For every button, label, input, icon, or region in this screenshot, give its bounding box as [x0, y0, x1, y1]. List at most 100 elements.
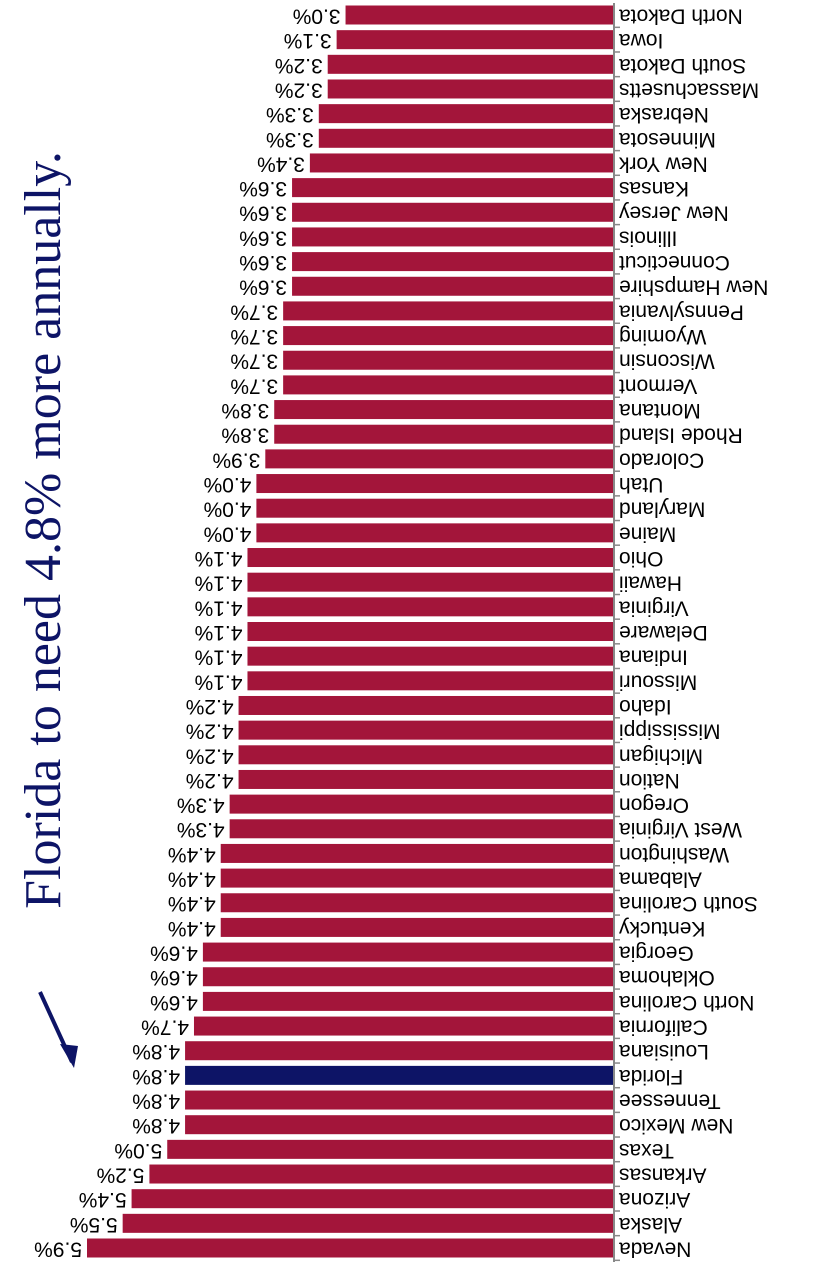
category-label: Nebraska [619, 103, 709, 126]
category-label: Oklahoma [619, 966, 715, 989]
value-label: 4.1% [195, 572, 243, 595]
bar [283, 326, 613, 346]
category-label: Iowa [619, 29, 664, 52]
category-label: Delaware [619, 621, 708, 644]
bar [185, 1115, 613, 1135]
bar [229, 819, 613, 839]
category-label: Vermont [619, 374, 697, 397]
category-label: New Hampshire [619, 276, 768, 299]
bar [131, 1189, 613, 1209]
bar [238, 769, 613, 789]
value-label: 4.7% [141, 1016, 189, 1039]
bar [149, 1164, 613, 1184]
value-label: 3.7% [230, 325, 278, 348]
value-label: 5.9% [34, 1237, 82, 1260]
category-label: Minnesota [619, 128, 716, 151]
value-label: 4.1% [195, 670, 243, 693]
value-label: 4.4% [168, 892, 216, 915]
value-label: 3.9% [212, 448, 260, 471]
bar [318, 128, 613, 148]
bar [185, 1090, 613, 1110]
bar [87, 1238, 613, 1258]
value-label: 4.0% [204, 473, 252, 496]
category-label: California [619, 1016, 708, 1039]
value-label: 4.1% [195, 547, 243, 570]
value-label: 4.2% [186, 744, 234, 767]
bar [193, 1016, 614, 1036]
bar [167, 1139, 613, 1159]
category-label: Wisconsin [619, 350, 715, 373]
category-label: Georgia [619, 942, 694, 965]
category-label: Texas [619, 1139, 674, 1162]
arrow-head [60, 1044, 78, 1068]
bar [185, 1041, 613, 1061]
value-label: 4.0% [204, 498, 252, 521]
category-label: Connecticut [619, 251, 730, 274]
value-label: 3.6% [239, 202, 287, 225]
chart-title: Florida to need 4.8% more annually. [15, 151, 72, 909]
bar [327, 54, 613, 74]
bar [256, 498, 613, 518]
bar [202, 991, 613, 1011]
value-label: 4.1% [195, 621, 243, 644]
value-label: 3.6% [239, 276, 287, 299]
bar [283, 350, 613, 370]
category-label: Mississippi [619, 720, 721, 743]
value-label: 3.1% [284, 29, 332, 52]
bar [238, 745, 613, 765]
value-label: 5.0% [114, 1139, 162, 1162]
category-label: Alaska [619, 1213, 682, 1236]
bar [220, 893, 613, 913]
bar [274, 400, 613, 420]
bar [238, 695, 613, 715]
category-label: South Carolina [619, 892, 758, 915]
category-label: Missouri [619, 670, 697, 693]
bar [202, 967, 613, 987]
value-label: 3.2% [275, 78, 323, 101]
category-label: South Dakota [619, 54, 747, 77]
bar [274, 424, 613, 444]
category-label: Alabama [619, 868, 702, 891]
value-label: 3.6% [239, 177, 287, 200]
category-label: Wyoming [619, 325, 706, 348]
value-label: 3.8% [221, 424, 269, 447]
value-label: 3.0% [293, 4, 341, 27]
category-label: Kansas [619, 177, 689, 200]
category-label: Indiana [619, 646, 688, 669]
bar [292, 252, 613, 272]
value-label: 4.3% [177, 794, 225, 817]
bar [292, 276, 613, 296]
value-label: 4.8% [132, 1114, 180, 1137]
bar [309, 153, 613, 173]
bar [345, 5, 613, 25]
value-label: 3.4% [257, 152, 305, 175]
value-label: 4.2% [186, 769, 234, 792]
value-label: 4.8% [132, 1065, 180, 1088]
value-label: 4.6% [150, 966, 198, 989]
value-label: 4.8% [132, 1040, 180, 1063]
category-label: Ohio [619, 547, 663, 570]
bar [247, 646, 613, 666]
bar [202, 942, 613, 962]
value-label: 3.2% [275, 54, 323, 77]
bar [336, 30, 613, 50]
category-label: Nation [619, 769, 680, 792]
category-label: Maine [619, 522, 676, 545]
category-label: Arizona [619, 1188, 691, 1211]
value-label: 4.2% [186, 720, 234, 743]
value-label: 4.3% [177, 818, 225, 841]
bar [327, 79, 613, 99]
category-label: Oregon [619, 794, 689, 817]
category-label: Utah [619, 473, 663, 496]
value-label: 4.0% [204, 522, 252, 545]
value-label: 3.6% [239, 226, 287, 249]
category-label: North Dakota [619, 4, 743, 27]
bar [247, 548, 613, 568]
value-label: 3.7% [230, 374, 278, 397]
category-label: Tennessee [619, 1089, 721, 1112]
bar [247, 622, 613, 641]
bar [292, 202, 613, 222]
value-label: 4.4% [168, 868, 216, 891]
value-label: 4.8% [132, 1089, 180, 1112]
